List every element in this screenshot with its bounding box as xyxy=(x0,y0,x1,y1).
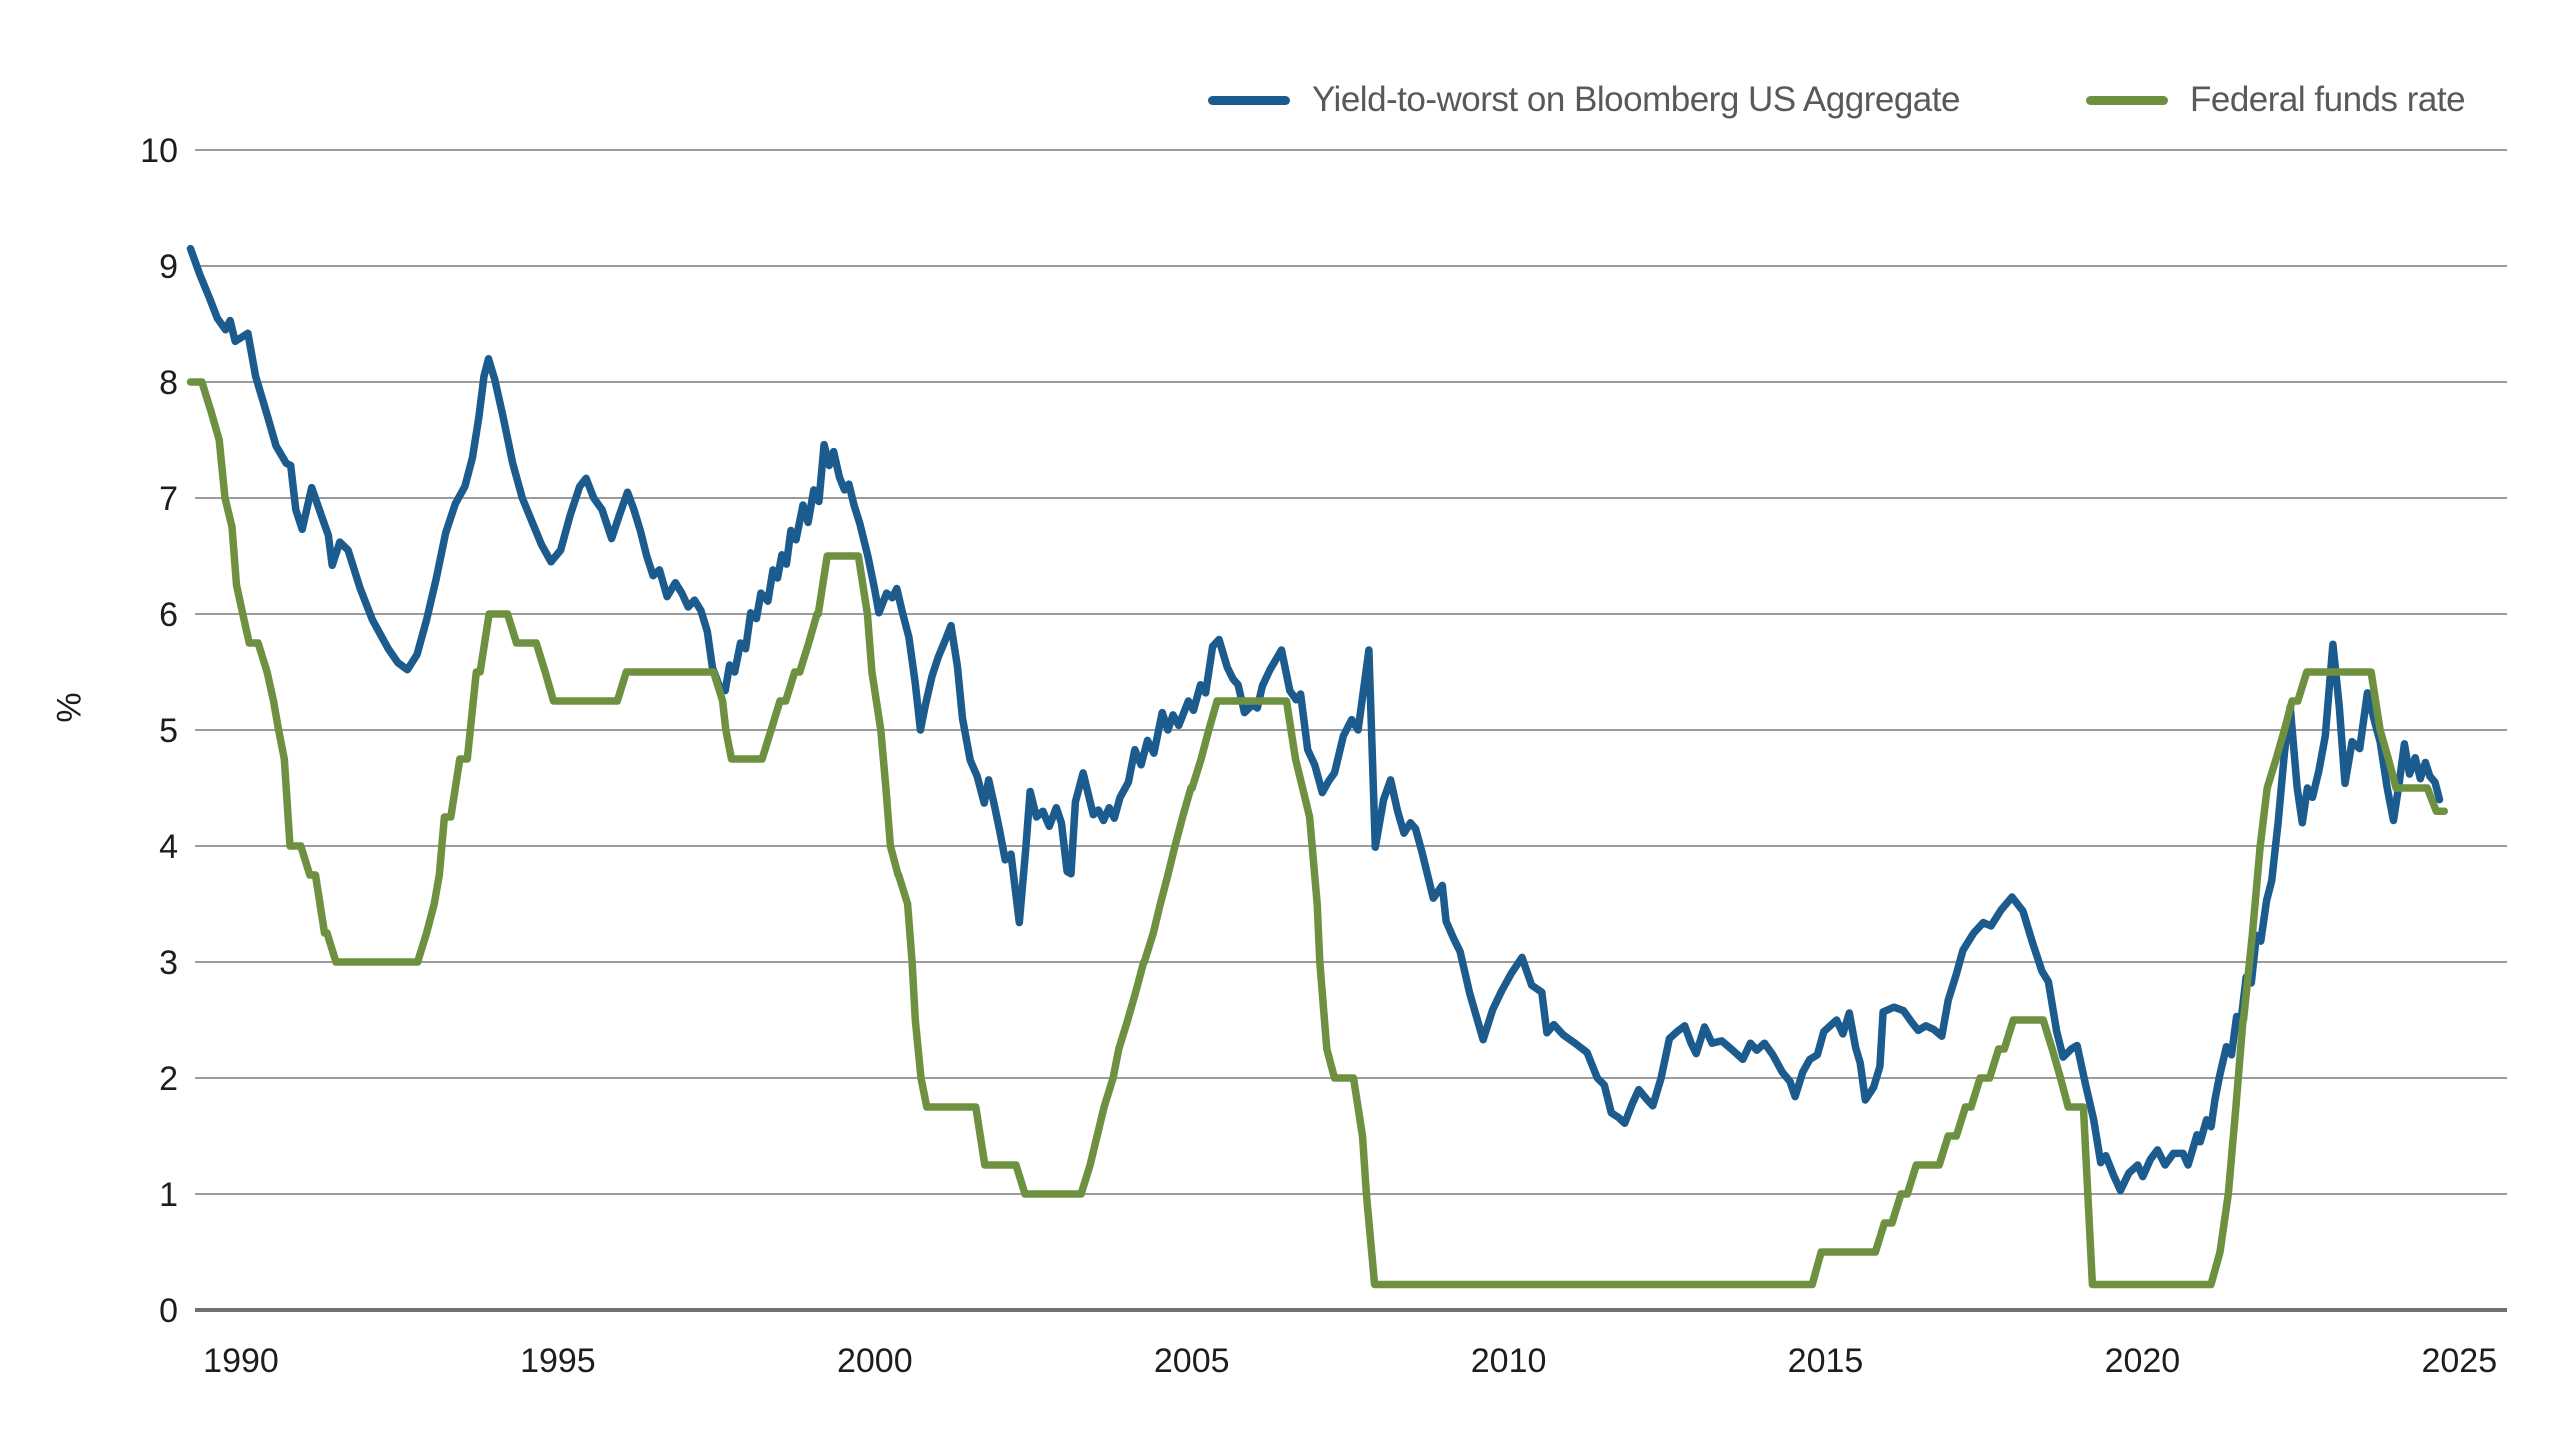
y-tick-label: 1 xyxy=(159,1176,178,1214)
y-tick-label: 9 xyxy=(159,248,178,286)
x-tick-label: 2005 xyxy=(1154,1342,1230,1380)
y-axis-title: % xyxy=(50,692,89,723)
x-tick-label: 1990 xyxy=(203,1342,279,1380)
y-tick-label: 7 xyxy=(159,480,178,518)
x-tick-label: 1995 xyxy=(520,1342,596,1380)
y-tick-label: 0 xyxy=(159,1292,178,1330)
y-tick-label: 4 xyxy=(159,828,178,866)
x-tick-label: 2020 xyxy=(2105,1342,2181,1380)
y-tick-label: 8 xyxy=(159,364,178,402)
yield-line-swatch-icon xyxy=(1208,95,1290,105)
x-tick-label: 2010 xyxy=(1471,1342,1547,1380)
y-tick-label: 3 xyxy=(159,944,178,982)
x-tick-label: 2025 xyxy=(2421,1342,2497,1380)
x-tick-label: 2015 xyxy=(1788,1342,1864,1380)
legend-label: Yield-to-worst on Bloomberg US Aggregate xyxy=(1312,80,1960,119)
legend-item-yield-to-worst: Yield-to-worst on Bloomberg US Aggregate xyxy=(1208,78,1960,122)
legend-item-fed-funds: Federal funds rate xyxy=(2086,78,2466,122)
legend-label: Federal funds rate xyxy=(2190,80,2466,119)
fed-funds-line-swatch-icon xyxy=(2086,95,2168,105)
y-tick-label: 2 xyxy=(159,1060,178,1098)
yield-to-worst-line xyxy=(186,244,2444,1195)
chart-legend: Yield-to-worst on Bloomberg US Aggregate… xyxy=(0,78,2560,122)
y-tick-label: 10 xyxy=(140,132,178,170)
fed-funds-rate-line xyxy=(186,378,2449,1289)
y-tick-label: 6 xyxy=(159,596,178,634)
x-tick-label: 2000 xyxy=(837,1342,913,1380)
y-tick-label: 5 xyxy=(159,712,178,750)
